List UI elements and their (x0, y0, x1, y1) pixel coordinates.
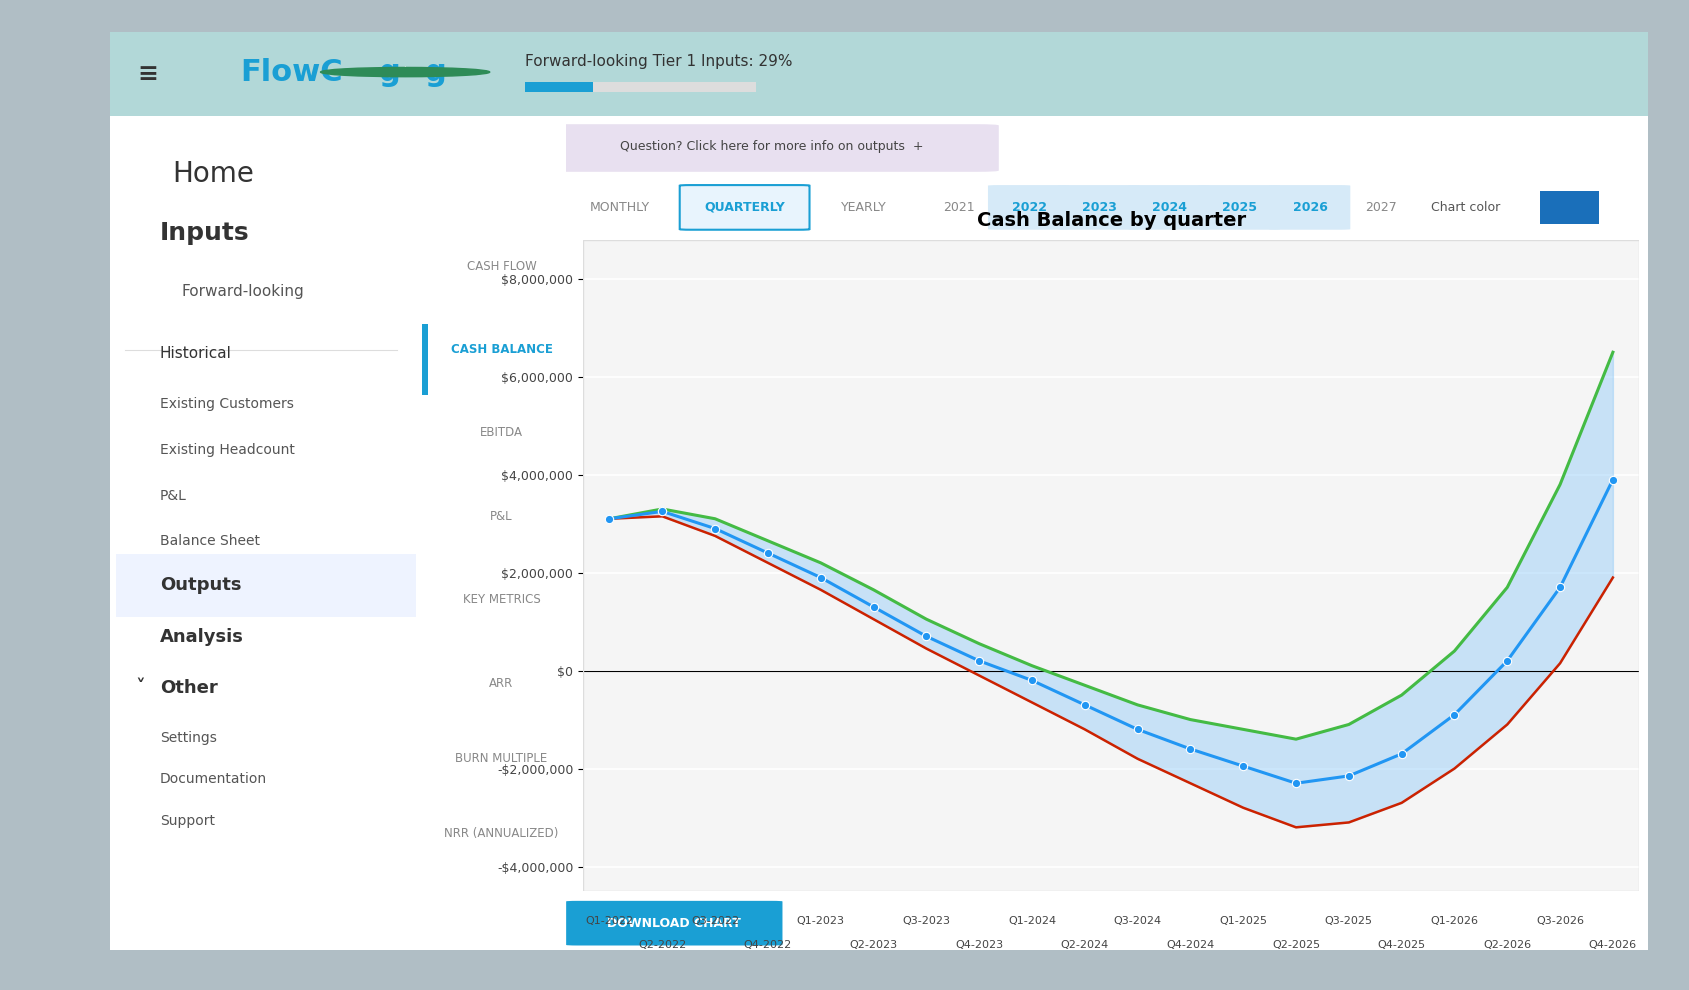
Bar (1539, 191, 1598, 224)
Bar (117, 554, 415, 617)
Text: Q3-2022: Q3-2022 (691, 916, 738, 926)
Title: Cash Balance by quarter: Cash Balance by quarter (976, 211, 1245, 230)
Text: Documentation: Documentation (160, 772, 267, 786)
Text: Q1-2022: Q1-2022 (584, 916, 633, 926)
Text: Q4-2022: Q4-2022 (743, 940, 792, 949)
Text: QUARTERLY: QUARTERLY (704, 201, 784, 214)
Text: Q4-2026: Q4-2026 (1588, 940, 1637, 949)
Text: Other: Other (160, 678, 218, 697)
Text: Q1-2026: Q1-2026 (1429, 916, 1478, 926)
Bar (525, 82, 593, 92)
Text: g: g (378, 57, 400, 86)
Text: 2026: 2026 (1292, 201, 1328, 214)
Text: Q2-2025: Q2-2025 (1272, 940, 1319, 949)
Text: DOWNLOAD CHART: DOWNLOAD CHART (606, 917, 741, 930)
Text: Existing Customers: Existing Customers (160, 397, 294, 411)
Text: Support: Support (160, 814, 215, 828)
FancyBboxPatch shape (566, 901, 782, 945)
Bar (525, 82, 755, 92)
Text: Chart color: Chart color (1431, 201, 1500, 214)
FancyBboxPatch shape (95, 23, 1662, 959)
Text: 2027: 2027 (1365, 201, 1395, 214)
Text: Question? Click here for more info on outputs  +: Question? Click here for more info on ou… (620, 141, 922, 153)
FancyBboxPatch shape (1128, 185, 1209, 230)
Text: Q2-2022: Q2-2022 (638, 940, 686, 949)
FancyBboxPatch shape (1268, 185, 1350, 230)
FancyBboxPatch shape (1198, 185, 1279, 230)
Text: YEARLY: YEARLY (839, 201, 887, 214)
Text: Q2-2024: Q2-2024 (1061, 940, 1108, 949)
Text: FlowC: FlowC (240, 57, 343, 86)
Text: 2024: 2024 (1152, 201, 1186, 214)
Text: Q2-2023: Q2-2023 (850, 940, 897, 949)
Text: Q3-2026: Q3-2026 (1535, 916, 1583, 926)
Text: Q2-2026: Q2-2026 (1483, 940, 1530, 949)
FancyBboxPatch shape (1057, 185, 1138, 230)
Text: CASH FLOW: CASH FLOW (466, 259, 535, 272)
Text: Settings: Settings (160, 731, 216, 744)
Text: Forward-looking Tier 1 Inputs: 29%: Forward-looking Tier 1 Inputs: 29% (525, 53, 792, 68)
Text: 2022: 2022 (1012, 201, 1045, 214)
Text: ˅: ˅ (135, 678, 145, 697)
Text: 2025: 2025 (1221, 201, 1257, 214)
Text: Inputs: Inputs (160, 221, 250, 245)
Text: P&L: P&L (490, 510, 512, 523)
Text: Q1-2023: Q1-2023 (796, 916, 844, 926)
Text: CASH BALANCE: CASH BALANCE (451, 343, 552, 356)
Text: EBITDA: EBITDA (480, 427, 522, 440)
Bar (422, 325, 427, 395)
Text: KEY METRICS: KEY METRICS (463, 593, 540, 607)
Text: Q4-2024: Q4-2024 (1165, 940, 1214, 949)
Text: Q4-2023: Q4-2023 (954, 940, 1003, 949)
Text: Home: Home (172, 160, 253, 188)
FancyBboxPatch shape (679, 185, 809, 230)
Text: $: $ (400, 65, 409, 78)
Text: Outputs: Outputs (160, 576, 242, 594)
FancyBboxPatch shape (988, 185, 1069, 230)
Text: Q3-2025: Q3-2025 (1324, 916, 1371, 926)
Text: 2021: 2021 (942, 201, 975, 214)
Circle shape (321, 67, 490, 76)
Text: Q1-2024: Q1-2024 (1007, 916, 1056, 926)
Text: 2023: 2023 (1081, 201, 1116, 214)
Text: ARR: ARR (490, 677, 513, 690)
Text: Forward-looking: Forward-looking (182, 283, 304, 299)
Text: Q1-2025: Q1-2025 (1218, 916, 1267, 926)
Text: g: g (426, 57, 446, 86)
Text: NRR (ANNUALIZED): NRR (ANNUALIZED) (444, 827, 559, 841)
Text: MONTHLY: MONTHLY (589, 201, 650, 214)
Text: Existing Headcount: Existing Headcount (160, 443, 294, 456)
Text: BURN MULTIPLE: BURN MULTIPLE (454, 752, 547, 765)
Bar (583, 240, 1638, 891)
Text: Historical: Historical (160, 346, 231, 361)
Text: Balance Sheet: Balance Sheet (160, 535, 260, 548)
FancyBboxPatch shape (544, 124, 998, 172)
Text: Analysis: Analysis (160, 629, 243, 646)
Text: P&L: P&L (160, 488, 187, 503)
Text: ≡: ≡ (138, 61, 159, 86)
Text: Q3-2023: Q3-2023 (902, 916, 949, 926)
Text: Q4-2025: Q4-2025 (1377, 940, 1426, 949)
Text: Q3-2024: Q3-2024 (1113, 916, 1160, 926)
